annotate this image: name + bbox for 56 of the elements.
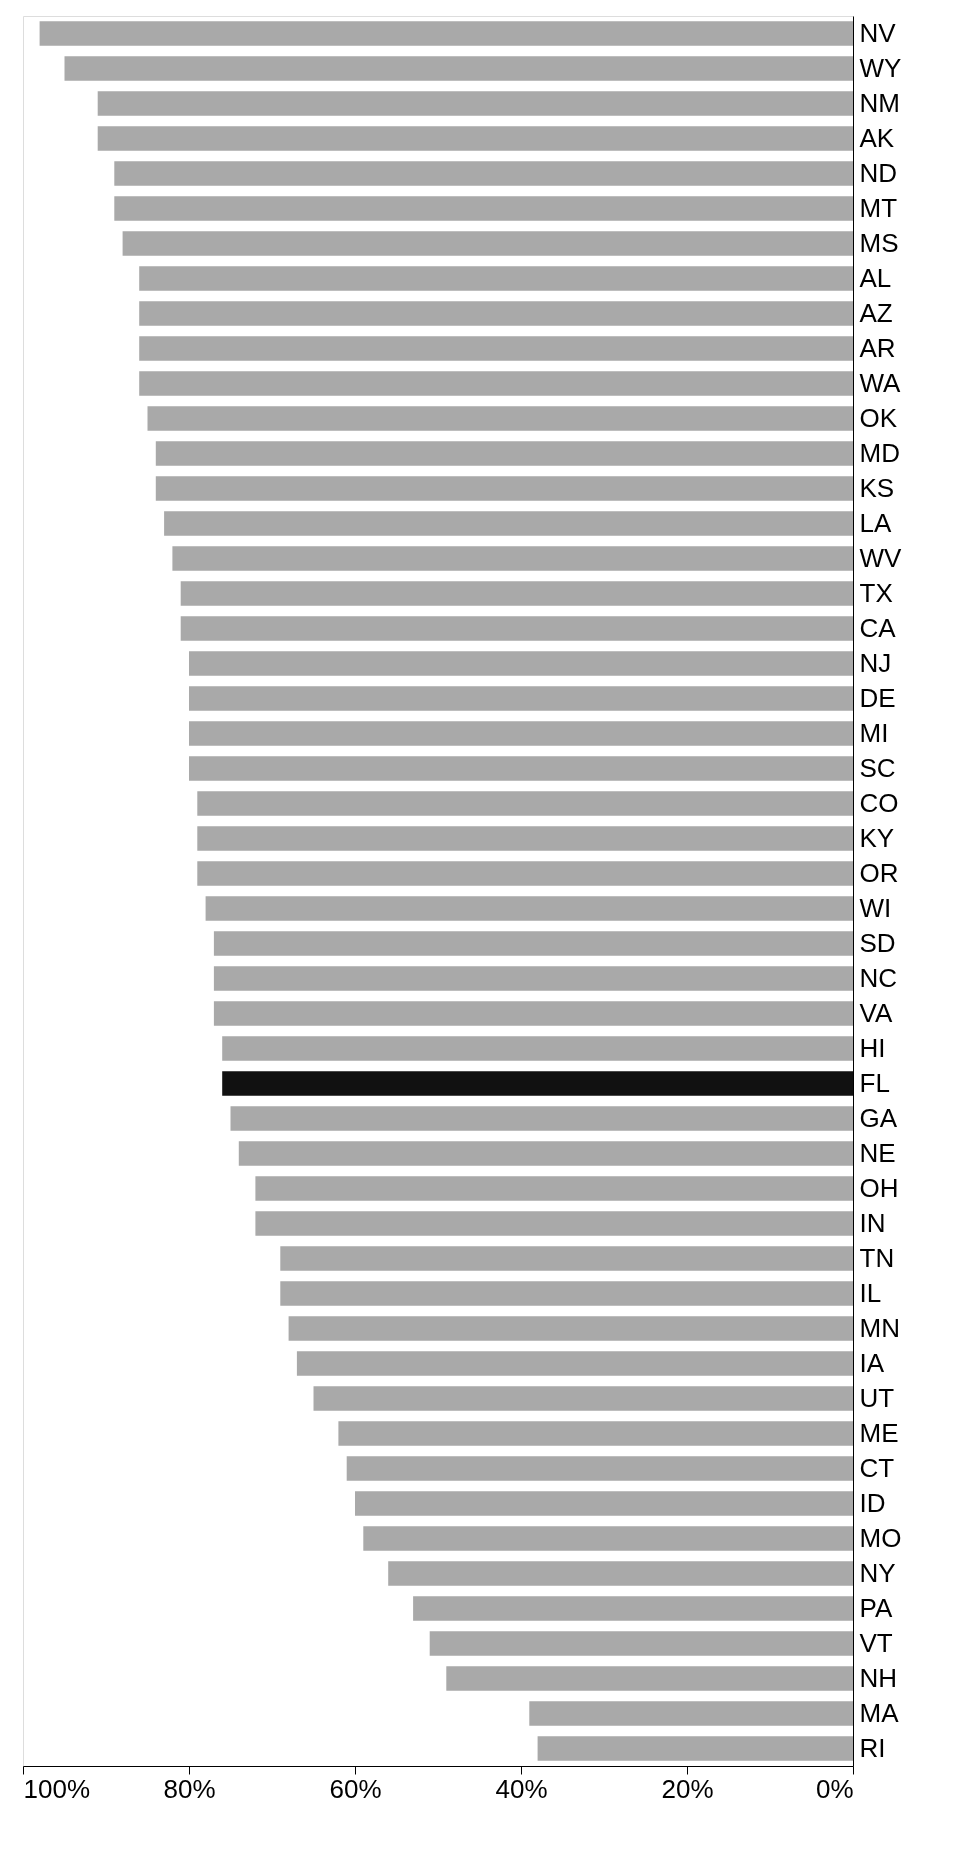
y-tick-label: GA (859, 1102, 898, 1133)
y-tick-label: LA (859, 507, 892, 538)
y-tick-label: IN (859, 1207, 886, 1238)
x-tick-label: 80% (163, 1773, 216, 1804)
y-tick-label: ND (859, 157, 898, 188)
y-tick-label: TX (859, 577, 893, 608)
y-tick-label: CT (859, 1452, 895, 1483)
y-tick-label: DE (859, 682, 896, 713)
y-tick-label: NM (859, 87, 900, 118)
y-tick-label: AR (859, 332, 896, 363)
y-tick-label: PA (859, 1592, 893, 1623)
y-tick-label: RI (859, 1732, 886, 1763)
y-tick-label: MA (859, 1697, 900, 1728)
y-tick-label: VA (859, 997, 893, 1028)
y-tick-label: IL (859, 1277, 882, 1308)
y-tick-label: MT (859, 192, 898, 223)
x-tick-label: 20% (661, 1773, 714, 1804)
y-tick-label: AK (859, 122, 895, 153)
y-tick-label: ID (859, 1487, 886, 1518)
y-tick-label: NY (859, 1557, 896, 1588)
y-tick-label: MN (859, 1312, 900, 1343)
y-tick-label: CA (859, 612, 897, 643)
y-tick-label: TN (859, 1242, 895, 1273)
y-tick-label: MS (859, 227, 899, 258)
y-tick-label: NC (859, 962, 898, 993)
y-tick-label: HI (859, 1032, 886, 1063)
x-tick-label: 100% (23, 1773, 90, 1804)
y-tick-label: NH (859, 1662, 898, 1693)
y-tick-label: NJ (859, 647, 892, 678)
y-tick-label: OK (859, 402, 898, 433)
y-tick-label: OR (859, 857, 899, 888)
y-tick-label: OH (859, 1172, 899, 1203)
y-tick-label: MO (859, 1522, 902, 1553)
y-tick-label: AL (859, 262, 892, 293)
y-tick-label: NE (859, 1137, 896, 1168)
y-tick-label: AZ (859, 297, 893, 328)
y-tick-label: UT (859, 1382, 895, 1413)
y-tick-label: WA (859, 367, 902, 398)
y-tick-label: NV (859, 17, 897, 48)
x-tick-label: 0% (815, 1773, 854, 1804)
y-tick-label: WI (859, 892, 892, 923)
y-tick-label: IA (859, 1347, 885, 1378)
y-tick-label: WY (859, 52, 902, 83)
y-tick-label: MD (859, 437, 900, 468)
x-tick-label: 60% (329, 1773, 382, 1804)
y-tick-label: FL (859, 1067, 890, 1098)
y-tick-label: SC (859, 752, 896, 783)
y-tick-label: VT (859, 1627, 893, 1658)
y-tick-label: CO (859, 787, 899, 818)
y-tick-label: SD (859, 927, 896, 958)
y-tick-label: ME (859, 1417, 899, 1448)
y-tick-label: MI (859, 717, 889, 748)
x-tick-label: 40% (495, 1773, 548, 1804)
y-tick-label: KS (859, 472, 895, 503)
y-tick-label: KY (859, 822, 895, 853)
y-tick-label: WV (859, 542, 903, 573)
